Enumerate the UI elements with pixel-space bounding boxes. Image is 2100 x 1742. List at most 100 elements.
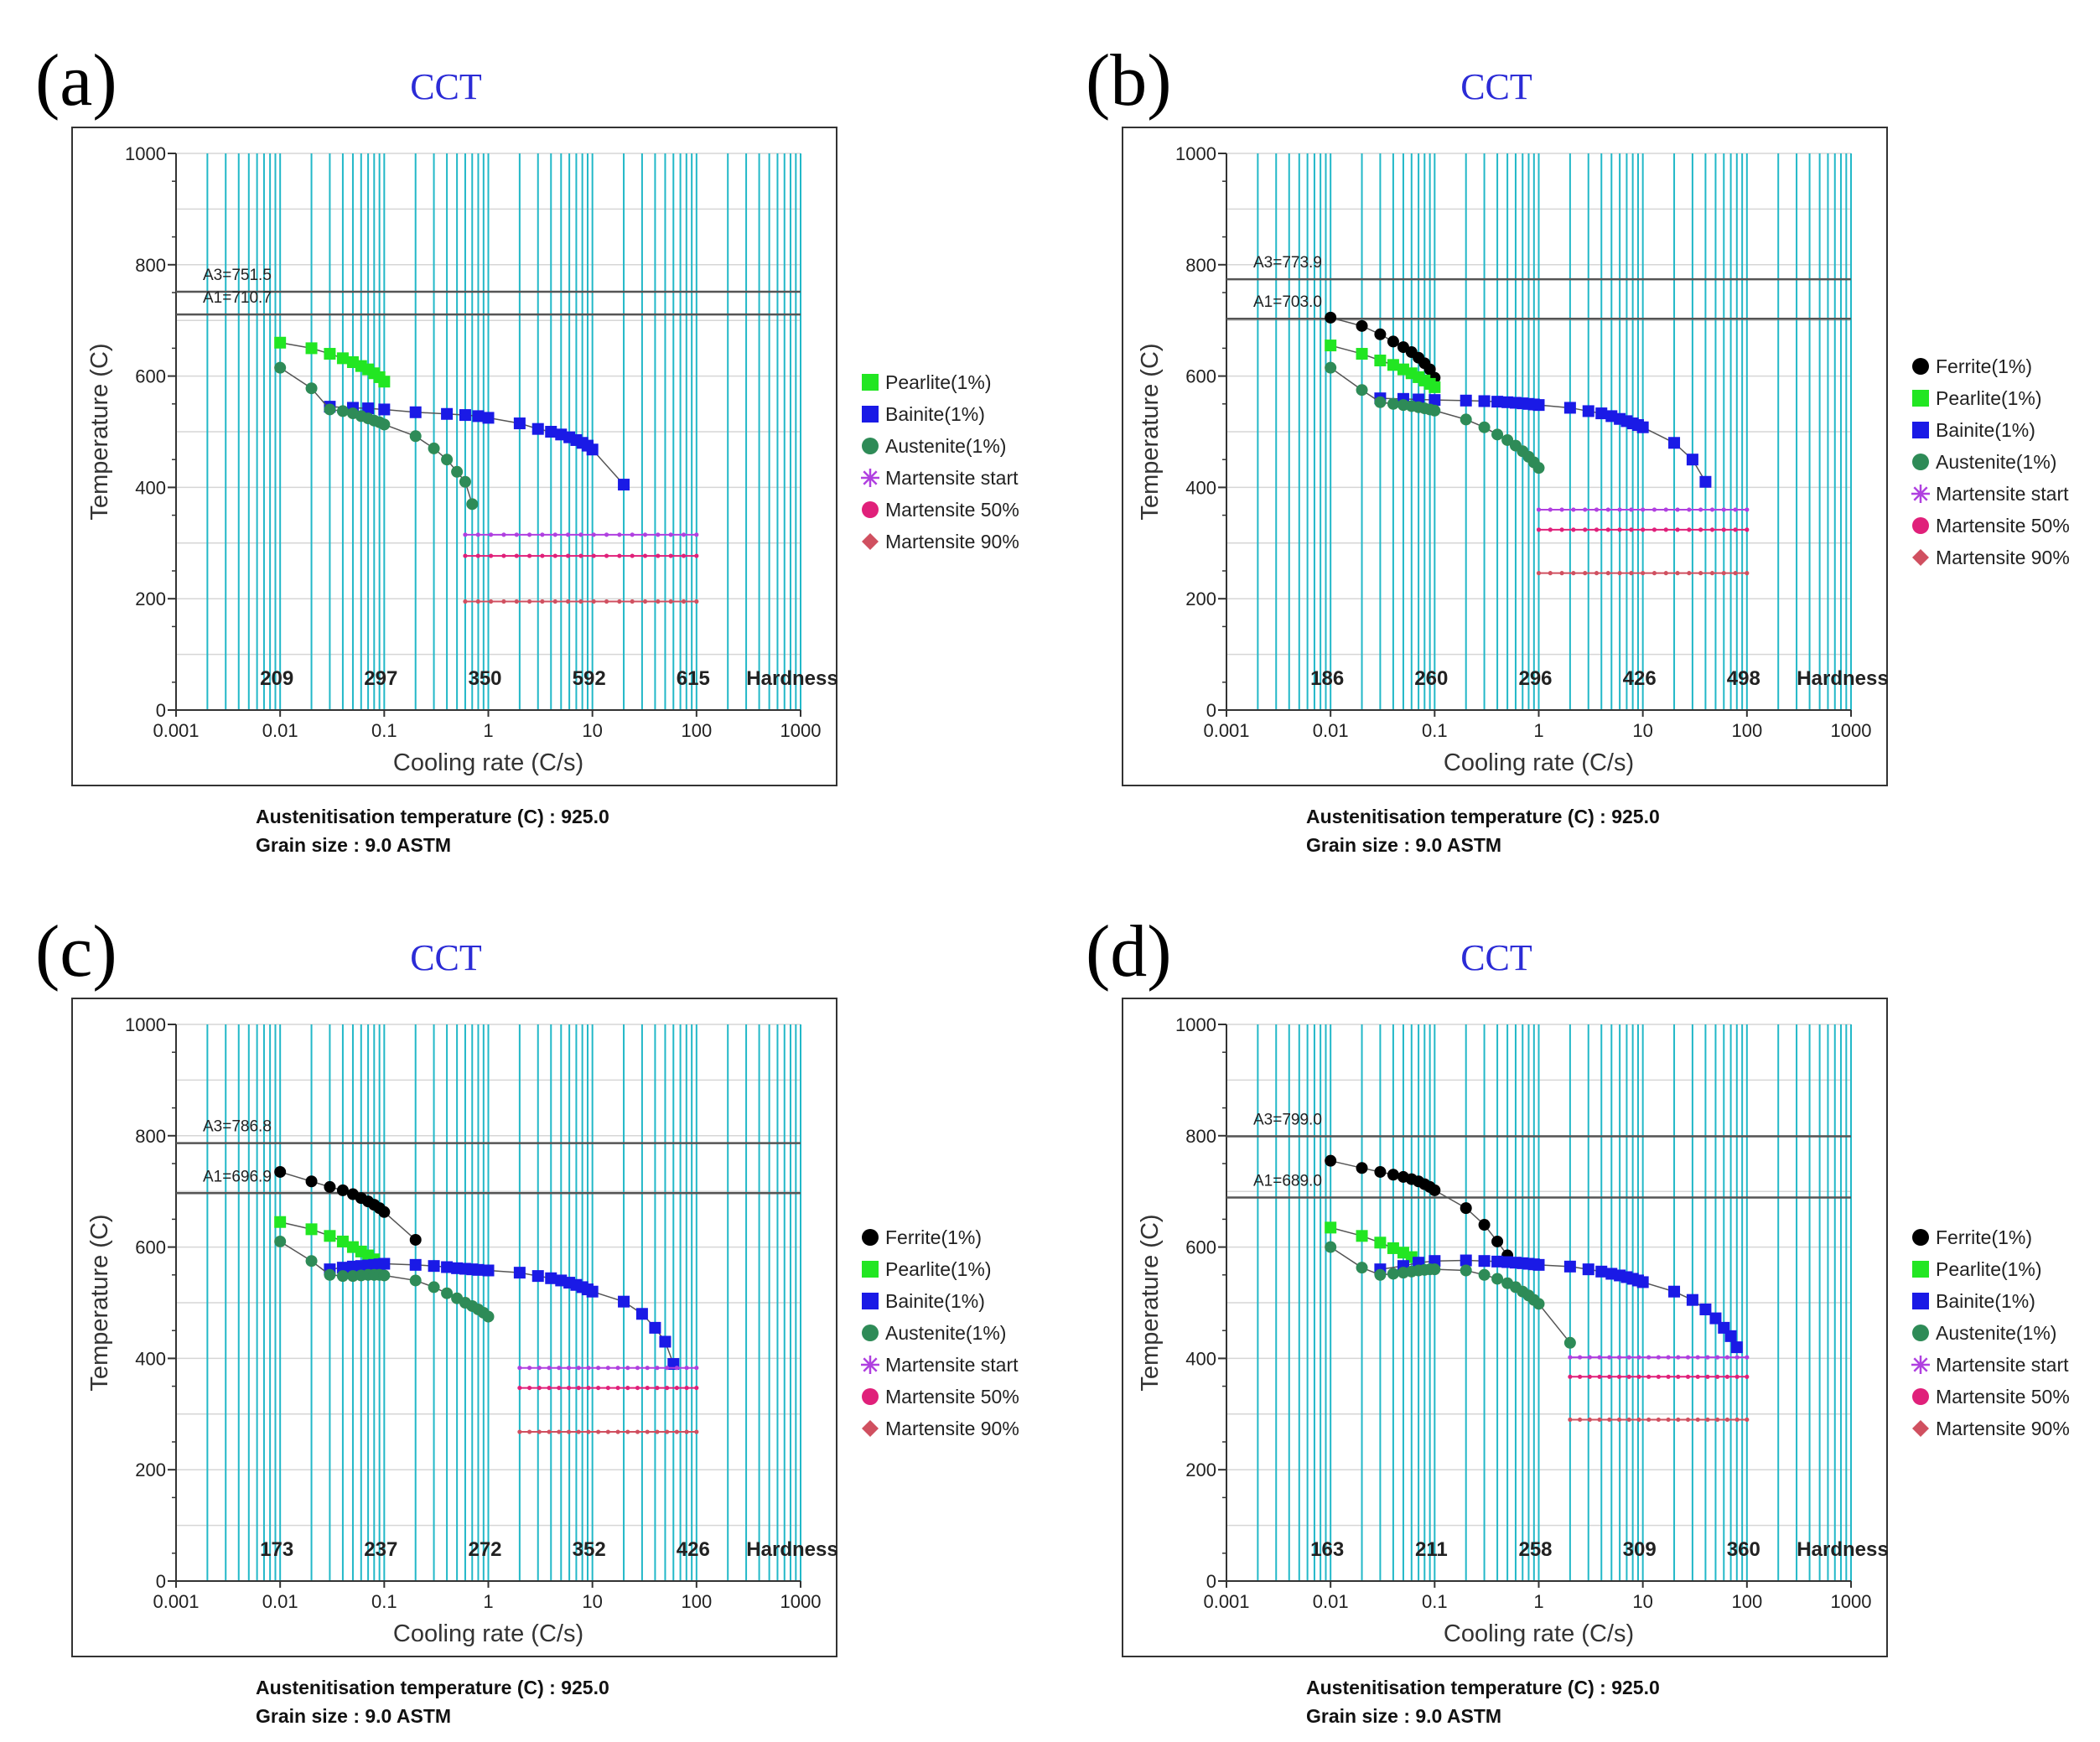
bainite-1-point (1491, 1255, 1504, 1268)
ferrite-1-point (1460, 1202, 1472, 1215)
bainite-1-point (586, 1285, 599, 1298)
martensite-90-point (526, 599, 532, 604)
martensite-50-point (668, 553, 673, 558)
x-tick-label: 0.01 (262, 720, 298, 741)
austenite-1-point (324, 403, 336, 416)
legend-marker (1912, 1261, 1929, 1278)
cct-chart-svg: (b) CCT 0 200 400 600 800 1000 0.001 0.01 0.1 1 10 10… (1086, 40, 2070, 856)
martensite-start-point (1715, 1355, 1720, 1360)
martensite-50-point (1629, 527, 1634, 532)
martensite-90-point (1651, 571, 1657, 576)
pearlite-1-point (1387, 359, 1399, 371)
ferrite-1-point (1325, 1154, 1337, 1167)
ferrite-1-point (1356, 1162, 1368, 1174)
martensite-start-point (566, 1366, 572, 1371)
bainite-1-point (586, 443, 599, 456)
cct-panel-a: (a) CCT 0 200 400 600 800 1000 0.001 0.01 0.1 1 10 10… (0, 0, 1050, 871)
martensite-50-point (1685, 1374, 1691, 1379)
bainite-1-point (1724, 1330, 1737, 1342)
pearlite-1-point (336, 352, 349, 365)
austenite-1-point (441, 1287, 454, 1299)
x-tick-label: 100 (1731, 720, 1762, 741)
legend-item: Austenite(1%) (862, 1322, 1006, 1344)
martensite-50-point (1745, 1374, 1750, 1379)
martensite-90-point (1641, 571, 1646, 576)
martensite-50-point (1617, 527, 1622, 532)
austenite-1-point (1460, 413, 1472, 426)
bainite-1-point (482, 1264, 495, 1277)
chart-frame (71, 127, 837, 786)
legend-item: Bainite(1%) (1912, 419, 2035, 441)
bainite-1-point (1595, 1265, 1608, 1278)
y-axis-label: Temperature (C) (1137, 343, 1164, 520)
bainite-1-point (545, 426, 557, 438)
martensite-50-point (526, 553, 532, 558)
y-tick-label: 800 (1185, 1126, 1216, 1147)
martensite-50-point (625, 1385, 630, 1391)
martensite-90-point (617, 599, 622, 604)
legend-item: Martensite start (1911, 1354, 2069, 1376)
martensite-50-point (1568, 1374, 1573, 1379)
martensite-start-point (1676, 1355, 1681, 1360)
pearlite-1-point (1374, 355, 1387, 367)
martensite-90-point (1594, 571, 1600, 576)
martensite-start-point (1577, 1355, 1583, 1360)
cct-chart-svg: (d) CCT 0 200 400 600 800 1000 0.001 0.01 0.1 1 10 10… (1086, 911, 2070, 1727)
austenite-1-point (428, 442, 440, 454)
y-tick-label: 0 (1206, 700, 1216, 721)
martensite-90-point (1617, 571, 1622, 576)
austenite-1-point (409, 430, 422, 443)
martensite-start-point (635, 1366, 640, 1371)
martensite-50-point (547, 1385, 552, 1391)
series-pearlite-1 (274, 1216, 381, 1266)
martensite-start-point (1559, 507, 1564, 512)
cct-chart-svg: (a) CCT 0 200 400 600 800 1000 0.001 0.01 0.1 1 10 10… (35, 40, 1019, 856)
martensite-90-point (1587, 1417, 1592, 1423)
martensite-50-point (596, 1385, 601, 1391)
martensite-start-point (1605, 507, 1610, 512)
martensite-90-point (1675, 571, 1680, 576)
martensite-start-point (1687, 507, 1692, 512)
martensite-90-point (655, 1429, 660, 1434)
martensite-start-point (578, 532, 583, 537)
y-tick-label: 200 (135, 588, 166, 609)
legend-item: Pearlite(1%) (1912, 387, 2042, 409)
pearlite-1-point (1387, 1242, 1399, 1254)
bainite-1-point (336, 1262, 349, 1274)
martensite-90-point (694, 1429, 699, 1434)
martensite-90-point (605, 1429, 610, 1434)
legend-marker (862, 501, 879, 518)
austenite-1-point (1491, 1273, 1504, 1285)
martensite-90-point (526, 1429, 532, 1434)
austenite-1-point (1429, 1263, 1441, 1276)
martensite-90-point (1536, 571, 1542, 576)
panel-label: (b) (1086, 40, 1172, 122)
x-tick-label: 0.1 (1422, 1591, 1448, 1612)
ferrite-1-point (1429, 1184, 1441, 1196)
martensite-90-point (565, 599, 571, 604)
martensite-start-point (1651, 507, 1657, 512)
austenite-1-point (1501, 433, 1514, 446)
martensite-90-point (604, 599, 609, 604)
martensite-50-point (642, 553, 648, 558)
martensite-50-point (635, 1385, 640, 1391)
martensite-start-point (1666, 1355, 1671, 1360)
series-martensite-start (1536, 507, 1750, 512)
martensite-90-point (1663, 571, 1668, 576)
martensite-90-point (1698, 571, 1703, 576)
martensite-start-point (630, 532, 635, 537)
martensite-start-point (540, 532, 545, 537)
martensite-50-point (681, 553, 687, 558)
bainite-1-point (472, 410, 485, 423)
martensite-50-point (1571, 527, 1576, 532)
martensite-start-point (1571, 507, 1576, 512)
legend-item: Ferrite(1%) (862, 1226, 982, 1248)
y-tick-label: 800 (1185, 255, 1216, 276)
pearlite-1-point (1374, 1237, 1387, 1249)
chart-title: CCT (410, 937, 482, 978)
martensite-90-point (1676, 1417, 1681, 1423)
x-tick-label: 0.01 (1313, 1591, 1349, 1612)
y-tick-label: 1000 (1175, 143, 1216, 164)
ferrite-1-point (1478, 1219, 1491, 1231)
martensite-90-point (591, 599, 596, 604)
